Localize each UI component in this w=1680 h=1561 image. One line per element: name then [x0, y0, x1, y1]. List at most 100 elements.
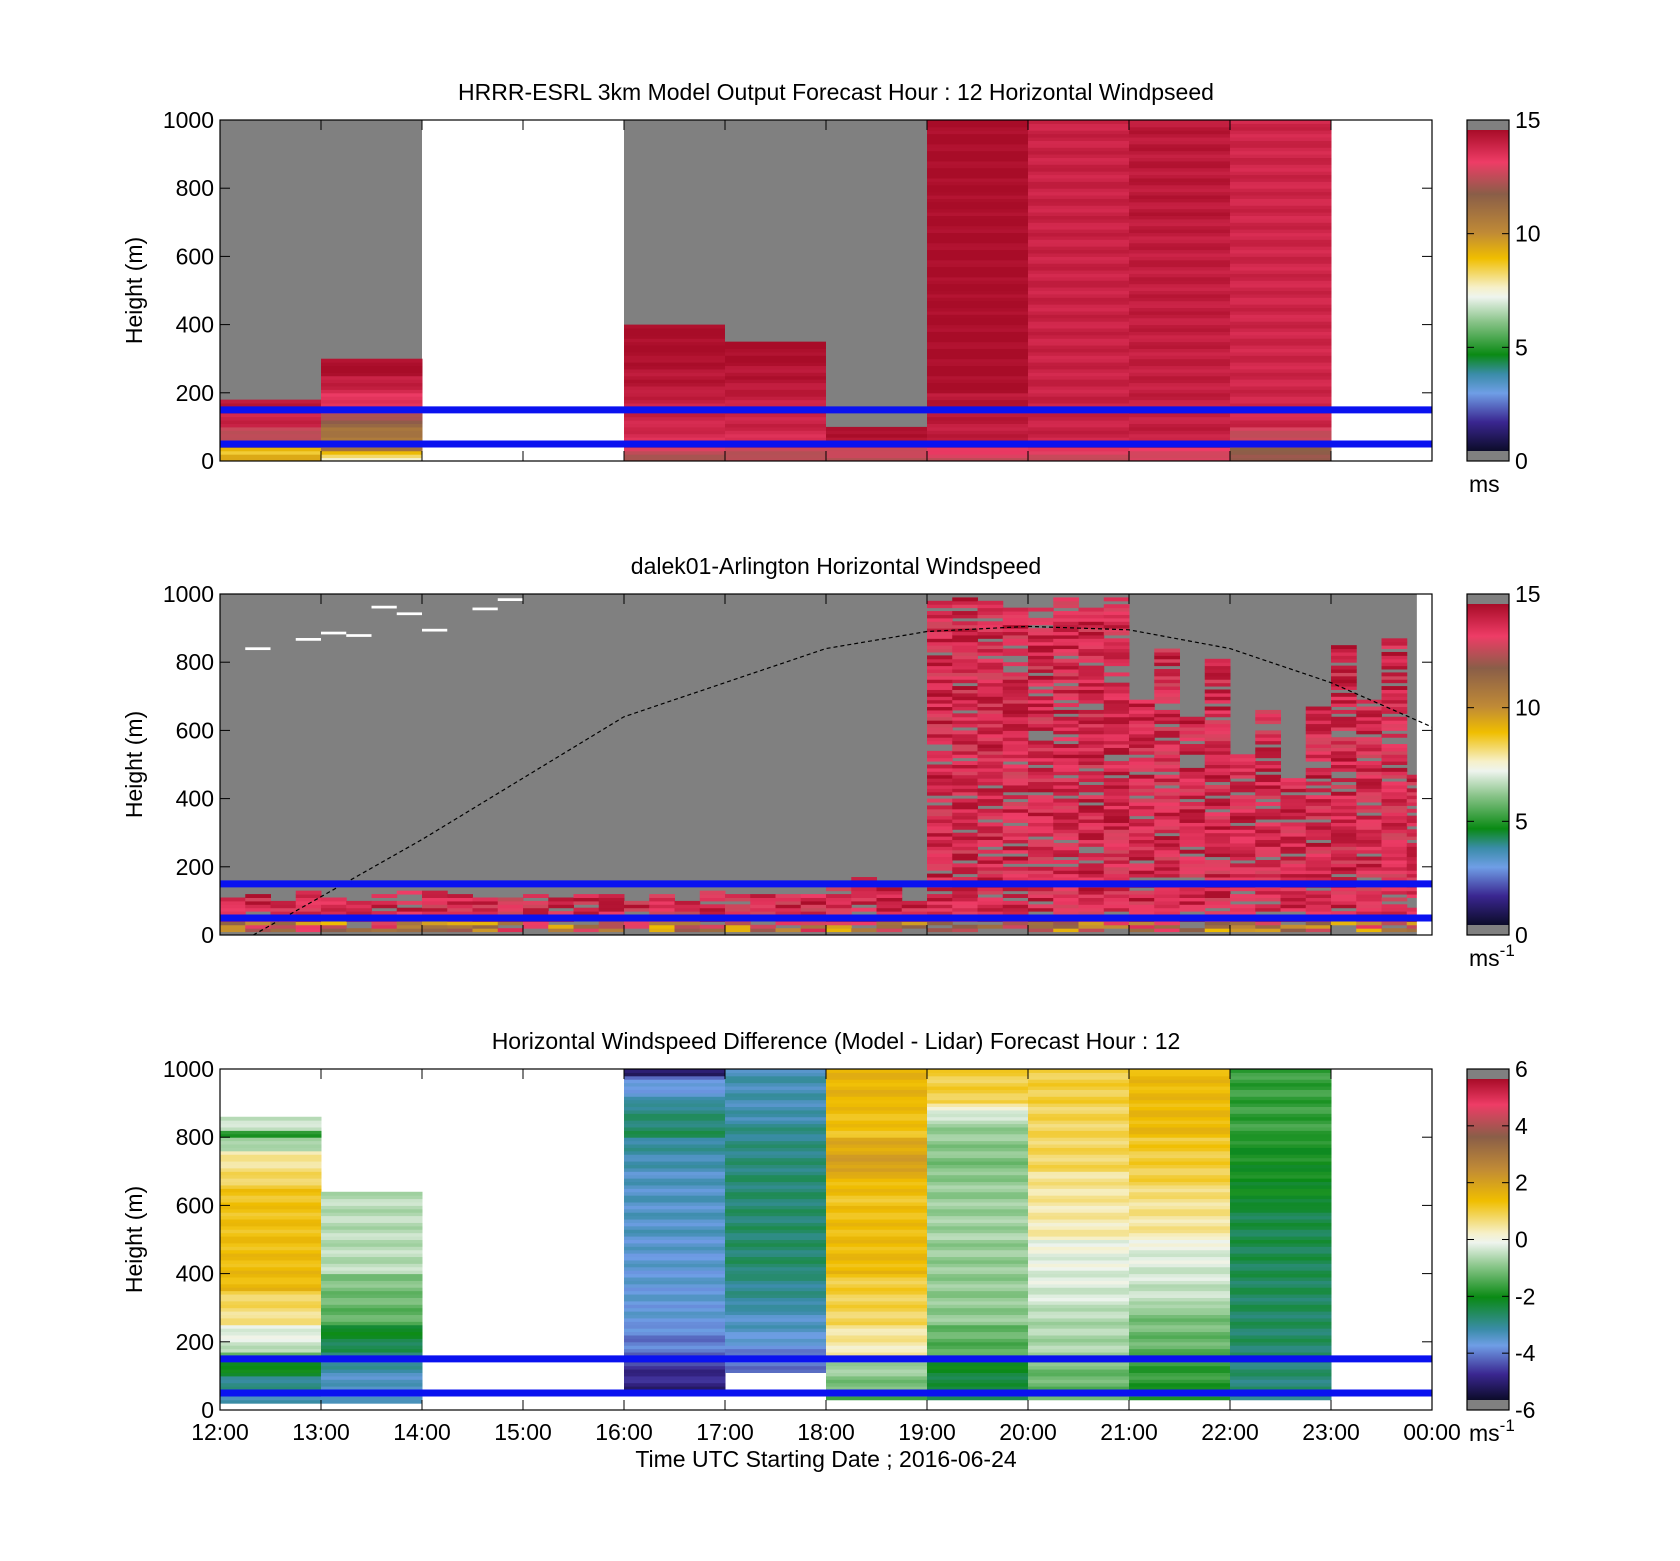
heatmap-cell	[1305, 842, 1332, 847]
heatmap-cell	[725, 1287, 827, 1292]
heatmap-cell	[851, 928, 877, 933]
heatmap-cell	[725, 1263, 827, 1268]
x-tick-label: 22:00	[1201, 1419, 1259, 1445]
heatmap-cell	[1230, 1212, 1332, 1217]
heatmap-cell	[977, 904, 1004, 909]
heatmap-cell	[1002, 614, 1029, 619]
heatmap-cell	[1028, 662, 1054, 667]
heatmap-cell	[1280, 924, 1307, 929]
heatmap-cell	[1103, 703, 1130, 708]
heatmap-cell	[927, 829, 953, 834]
heatmap-cell	[927, 273, 1029, 278]
heatmap-cell	[1230, 1205, 1332, 1210]
heatmap-cells	[220, 120, 1332, 462]
heatmap-cell	[826, 1157, 928, 1162]
heatmap-cell	[1028, 205, 1130, 210]
heatmap-cell	[1280, 849, 1307, 854]
no-return-cell	[346, 634, 372, 637]
heatmap-cell	[1230, 1086, 1332, 1090]
heatmap-cell	[1230, 283, 1332, 288]
heatmap-cell	[1255, 890, 1281, 895]
heatmap-cell	[826, 904, 852, 909]
heatmap-cell	[1230, 1184, 1332, 1189]
heatmap-cell	[1230, 218, 1332, 223]
heatmap-cell	[1230, 123, 1332, 128]
heatmap-cell	[927, 1092, 1029, 1097]
heatmap-cell	[1053, 866, 1079, 871]
heatmap-cell	[624, 1195, 726, 1200]
heatmap-cell	[1028, 825, 1054, 830]
heatmap-cell	[1028, 1229, 1130, 1234]
heatmap-cell	[725, 1266, 827, 1271]
heatmap-cell	[598, 911, 625, 916]
heatmap-cell	[775, 911, 802, 916]
heatmap-cell	[927, 1379, 1029, 1384]
heatmap-cell	[1305, 757, 1332, 762]
heatmap-cell	[1129, 1253, 1231, 1258]
heatmap-cell	[1129, 239, 1231, 244]
heatmap-cell	[977, 897, 1004, 902]
heatmap-cell	[1204, 682, 1231, 687]
heatmap-cell	[1103, 849, 1130, 854]
heatmap-cell	[1230, 1103, 1332, 1108]
heatmap-cell	[1129, 1314, 1231, 1319]
heatmap-cell	[927, 1103, 1029, 1108]
y-tick-label: 200	[176, 380, 214, 406]
heatmap-cell	[1230, 133, 1332, 138]
heatmap-cell	[927, 293, 1029, 298]
heatmap-cell	[927, 195, 1029, 199]
heatmap-cell	[1078, 894, 1105, 898]
heatmap-cell	[220, 1144, 322, 1148]
heatmap-cell	[927, 229, 1029, 234]
heatmap-cell	[1078, 829, 1105, 834]
heatmap-cell	[1078, 870, 1105, 875]
heatmap-cell	[1381, 784, 1408, 789]
heatmap-cell	[1204, 815, 1231, 820]
heatmap-cell	[826, 887, 852, 892]
heatmap-cell	[1280, 866, 1307, 871]
heatmap-cell	[1028, 641, 1054, 646]
heatmap-cell	[1154, 894, 1180, 898]
heatmap-cell	[1356, 747, 1382, 752]
heatmap-cell	[1028, 1212, 1130, 1217]
heatmap-cell	[952, 634, 978, 639]
heatmap-cell	[1356, 709, 1382, 714]
heatmap-cell	[977, 682, 1004, 687]
heatmap-cell	[1053, 672, 1079, 677]
heatmap-cell	[927, 1307, 1029, 1312]
heatmap-cell	[826, 1232, 928, 1237]
heatmap-cell	[1002, 628, 1029, 633]
heatmap-cell	[927, 1263, 1029, 1268]
heatmap-cell	[1381, 853, 1408, 858]
heatmap-cell	[321, 1266, 423, 1271]
heatmap-cell	[1002, 611, 1029, 615]
heatmap-cell	[826, 1116, 928, 1121]
heatmap-cell	[624, 1096, 726, 1101]
heatmap-cell	[1028, 1266, 1130, 1271]
heatmap-cell	[1078, 863, 1105, 868]
heatmap-cell	[1002, 904, 1029, 909]
heatmap-cell	[927, 836, 953, 841]
heatmap-cell	[1230, 873, 1256, 878]
heatmap-cell	[1255, 808, 1281, 813]
heatmap-cell	[1129, 368, 1231, 373]
heatmap-cell	[826, 1109, 928, 1114]
heatmap-cell	[725, 1181, 827, 1186]
heatmap-cell	[1230, 126, 1332, 131]
heatmap-cell	[1129, 201, 1231, 206]
heatmap-cell	[1230, 1386, 1332, 1391]
heatmap-cell	[1053, 859, 1079, 864]
heatmap-cell	[1028, 362, 1130, 367]
heatmap-cell	[1028, 846, 1054, 851]
heatmap-cell	[1154, 805, 1180, 810]
heatmap-cell	[725, 1140, 827, 1145]
heatmap-cell	[977, 802, 1004, 806]
heatmap-cell	[1028, 372, 1130, 377]
heatmap-cell	[1053, 825, 1079, 830]
heatmap-cell	[725, 907, 751, 912]
heatmap-cell	[826, 900, 852, 905]
heatmap-cell	[1230, 1150, 1332, 1155]
heatmap-cell	[927, 689, 953, 694]
heatmap-cell	[1204, 665, 1231, 670]
